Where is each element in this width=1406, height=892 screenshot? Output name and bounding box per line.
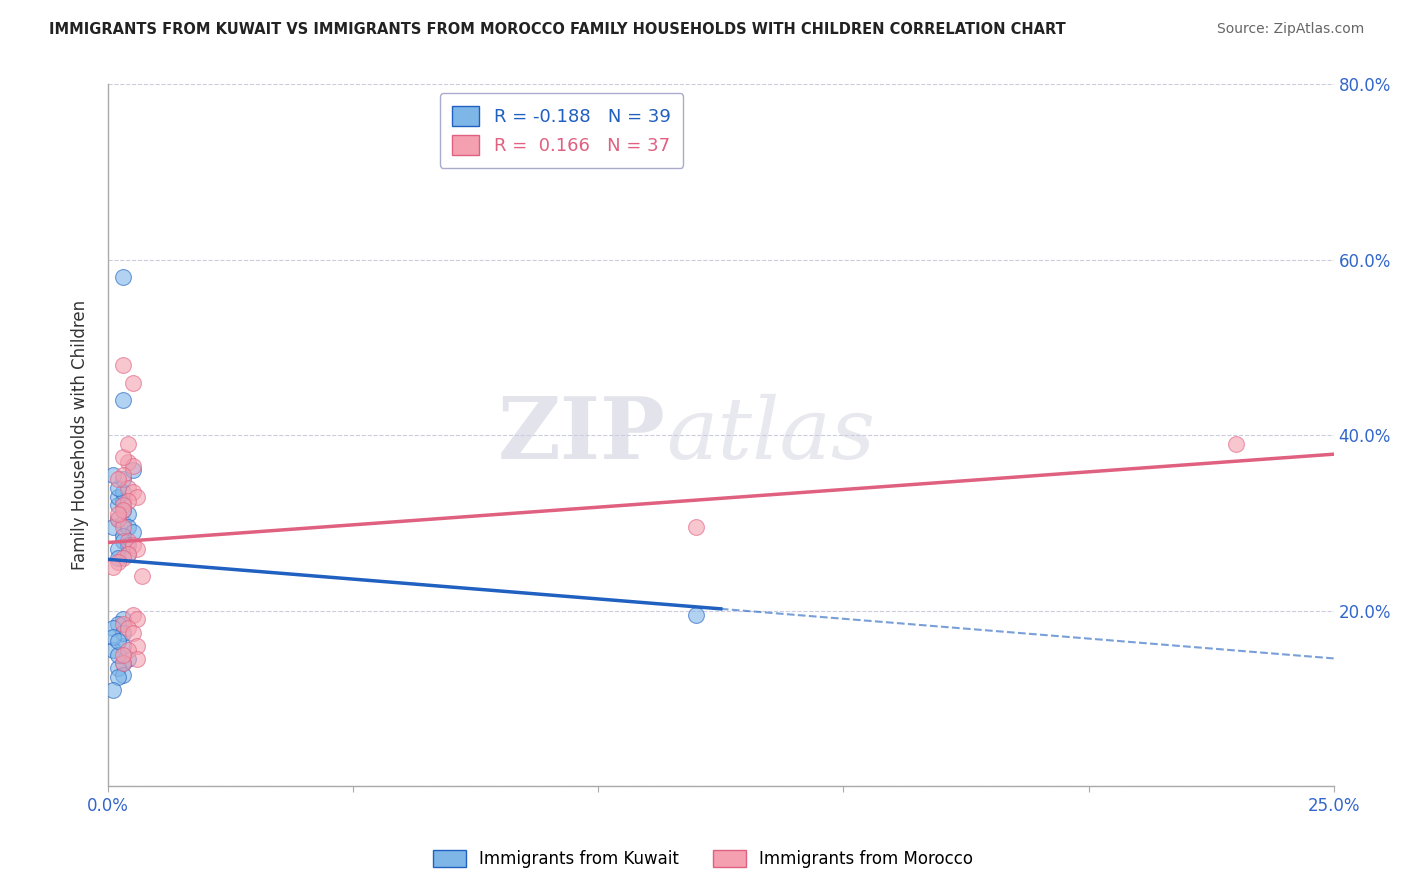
Point [107, 511, 129, 525]
Point [107, 490, 129, 504]
Point [685, 608, 707, 623]
Point [117, 437, 139, 451]
Point [117, 481, 139, 495]
Point [101, 682, 124, 697]
Point [111, 520, 134, 534]
Point [121, 608, 143, 623]
Point [117, 621, 139, 635]
Point [111, 450, 134, 465]
Point [1225, 437, 1247, 451]
Point [131, 568, 153, 582]
Point [107, 616, 129, 631]
Point [127, 490, 149, 504]
Point [121, 458, 143, 473]
Y-axis label: Family Households with Children: Family Households with Children [72, 301, 89, 570]
Point [111, 667, 134, 681]
Point [117, 652, 139, 666]
Point [117, 507, 139, 521]
Point [117, 538, 139, 552]
Point [111, 503, 134, 517]
Point [107, 661, 129, 675]
Point [121, 485, 143, 500]
Point [111, 467, 134, 482]
Point [101, 520, 124, 534]
Point [127, 652, 149, 666]
Point [111, 516, 134, 530]
Point [117, 520, 139, 534]
Point [121, 625, 143, 640]
Point [111, 657, 134, 671]
Point [111, 657, 134, 671]
Point [111, 648, 134, 662]
Point [121, 524, 143, 539]
Point [107, 499, 129, 513]
Text: Source: ZipAtlas.com: Source: ZipAtlas.com [1216, 22, 1364, 37]
Legend: Immigrants from Kuwait, Immigrants from Morocco: Immigrants from Kuwait, Immigrants from … [426, 843, 980, 875]
Point [117, 494, 139, 508]
Point [111, 529, 134, 543]
Point [117, 643, 139, 657]
Point [101, 630, 124, 644]
Point [111, 551, 134, 566]
Point [121, 463, 143, 477]
Point [107, 511, 129, 525]
Point [101, 559, 124, 574]
Point [111, 639, 134, 653]
Point [121, 538, 143, 552]
Point [101, 467, 124, 482]
Point [117, 547, 139, 561]
Point [111, 625, 134, 640]
Point [111, 494, 134, 508]
Point [117, 547, 139, 561]
Point [107, 481, 129, 495]
Point [107, 556, 129, 570]
Point [111, 393, 134, 408]
Point [107, 507, 129, 521]
Point [127, 542, 149, 557]
Point [111, 616, 134, 631]
Point [111, 485, 134, 500]
Point [111, 270, 134, 285]
Point [107, 669, 129, 683]
Point [107, 472, 129, 486]
Point [107, 648, 129, 662]
Text: atlas: atlas [665, 394, 875, 476]
Point [127, 639, 149, 653]
Text: IMMIGRANTS FROM KUWAIT VS IMMIGRANTS FROM MOROCCO FAMILY HOUSEHOLDS WITH CHILDRE: IMMIGRANTS FROM KUWAIT VS IMMIGRANTS FRO… [49, 22, 1066, 37]
Point [111, 612, 134, 626]
Text: ZIP: ZIP [498, 393, 665, 477]
Point [111, 472, 134, 486]
Point [107, 542, 129, 557]
Point [101, 621, 124, 635]
Point [107, 551, 129, 566]
Point [101, 643, 124, 657]
Point [111, 499, 134, 513]
Point [117, 533, 139, 548]
Point [685, 520, 707, 534]
Point [107, 634, 129, 648]
Point [127, 612, 149, 626]
Point [117, 454, 139, 468]
Point [121, 376, 143, 390]
Point [111, 503, 134, 517]
Point [111, 533, 134, 548]
Point [111, 358, 134, 372]
Legend: R = -0.188   N = 39, R =  0.166   N = 37: R = -0.188 N = 39, R = 0.166 N = 37 [440, 94, 683, 168]
